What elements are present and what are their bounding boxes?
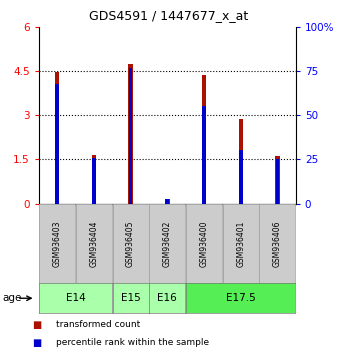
Bar [275,159,279,204]
Text: ■: ■ [32,338,41,348]
Bar [202,75,206,204]
Text: GSM936404: GSM936404 [90,220,98,267]
Text: E16: E16 [158,293,177,303]
Bar [92,155,96,204]
Bar [55,72,59,204]
Text: percentile rank within the sample: percentile rank within the sample [56,338,209,347]
Text: age: age [3,293,22,303]
Text: ■: ■ [32,320,41,330]
Bar [202,106,206,204]
Text: E14: E14 [66,293,86,303]
Bar [92,158,96,204]
Bar [239,120,243,204]
Text: GSM936405: GSM936405 [126,220,135,267]
Text: GSM936400: GSM936400 [199,220,209,267]
Text: E17.5: E17.5 [226,293,256,303]
Bar [55,84,59,204]
Bar [165,199,170,204]
Text: GSM936406: GSM936406 [273,220,282,267]
Bar [166,199,169,204]
Text: GDS4591 / 1447677_x_at: GDS4591 / 1447677_x_at [89,9,249,22]
Text: GSM936402: GSM936402 [163,220,172,267]
Text: E15: E15 [121,293,141,303]
Bar [239,150,243,204]
Bar [129,69,132,204]
Text: GSM936401: GSM936401 [236,220,245,267]
Bar [128,64,133,204]
Text: GSM936403: GSM936403 [53,220,62,267]
Bar [275,156,280,204]
Text: transformed count: transformed count [56,320,140,329]
